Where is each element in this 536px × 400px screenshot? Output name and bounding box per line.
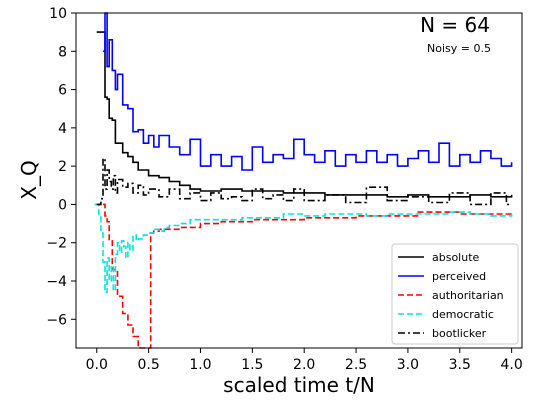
x-tick-label: 2.5	[345, 357, 367, 373]
y-tick-label: 2	[58, 159, 67, 175]
legend-label-perceived: perceived	[432, 270, 486, 283]
x-tick-label: 1.5	[241, 357, 263, 373]
x-tick-label: 2.0	[293, 357, 315, 373]
y-tick-label: 0	[58, 197, 67, 213]
x-tick-label: 1.0	[189, 357, 211, 373]
y-tick-label: −6	[46, 312, 67, 328]
y-ticks: −6 −4 −2 0 2 4 6 8 10	[46, 6, 76, 328]
legend: absolute perceived authoritarian democratic…	[391, 243, 519, 345]
series-line-perceived	[103, 12, 513, 171]
x-tick-label: 4.0	[500, 357, 522, 373]
y-tick-label: 6	[58, 83, 67, 99]
y-tick-label: 10	[49, 6, 67, 22]
x-tick-label: 3.0	[397, 357, 419, 373]
legend-label-absolute: absolute	[432, 251, 480, 264]
y-tick-label: 8	[58, 44, 67, 60]
x-tick-label: 0.5	[137, 357, 159, 373]
legend-label-bootlicker: bootlicker	[432, 327, 487, 340]
y-axis-title: X_Q	[17, 160, 41, 199]
x-tick-label: 0.0	[86, 357, 108, 373]
x-tick-label: 3.5	[449, 357, 471, 373]
n-label: N = 64	[420, 13, 490, 37]
y-tick-label: −4	[46, 274, 67, 290]
legend-box	[391, 243, 519, 345]
y-tick-label: 4	[58, 121, 67, 137]
noise-label: Noisy = 0.5	[427, 42, 491, 55]
series-line-democratic	[94, 203, 513, 294]
x-axis-title: scaled time t/N	[223, 373, 375, 397]
legend-label-democratic: democratic	[432, 308, 494, 321]
y-tick-label: −2	[46, 236, 67, 252]
series-line-bootlicker	[96, 157, 512, 206]
series-layer	[94, 12, 513, 349]
x-ticks: 0.0 0.5 1.0 1.5 2.0 2.5 3.0 3.5 4.0	[86, 348, 523, 373]
legend-label-authoritarian: authoritarian	[432, 289, 504, 302]
plot-frame	[75, 12, 523, 349]
series-line-absolute	[96, 31, 513, 198]
